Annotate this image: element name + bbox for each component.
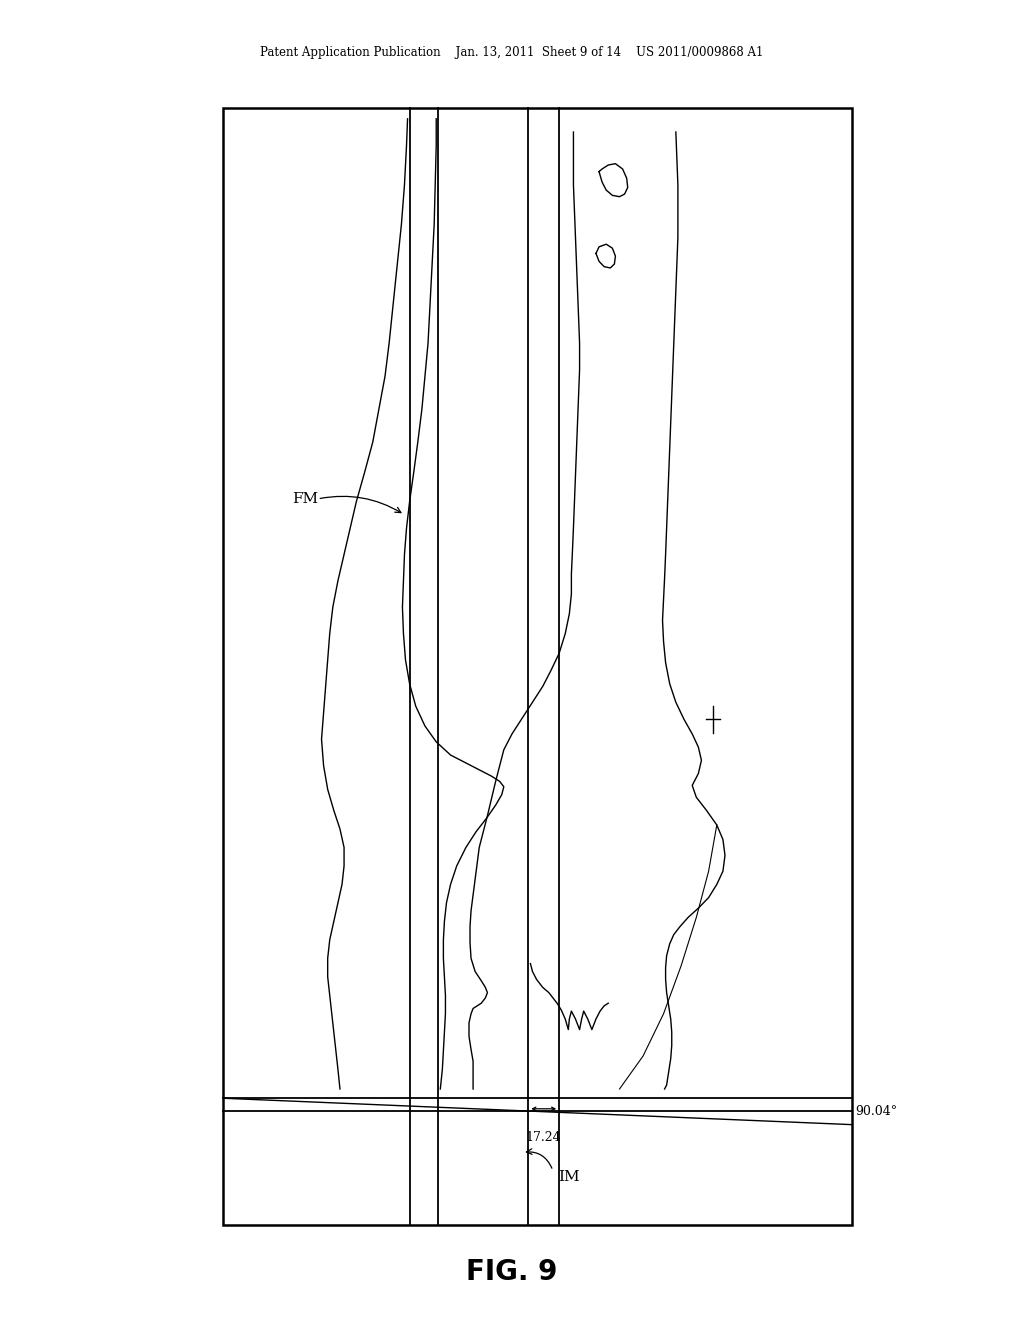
Text: FIG. 9: FIG. 9 [466,1258,558,1287]
Text: IM: IM [558,1171,580,1184]
Text: 17.24: 17.24 [526,1131,561,1144]
Text: Patent Application Publication    Jan. 13, 2011  Sheet 9 of 14    US 2011/000986: Patent Application Publication Jan. 13, … [260,46,764,59]
Bar [223,108,852,1225]
Text: FM: FM [292,492,318,506]
Text: 90.04°: 90.04° [855,1105,897,1118]
